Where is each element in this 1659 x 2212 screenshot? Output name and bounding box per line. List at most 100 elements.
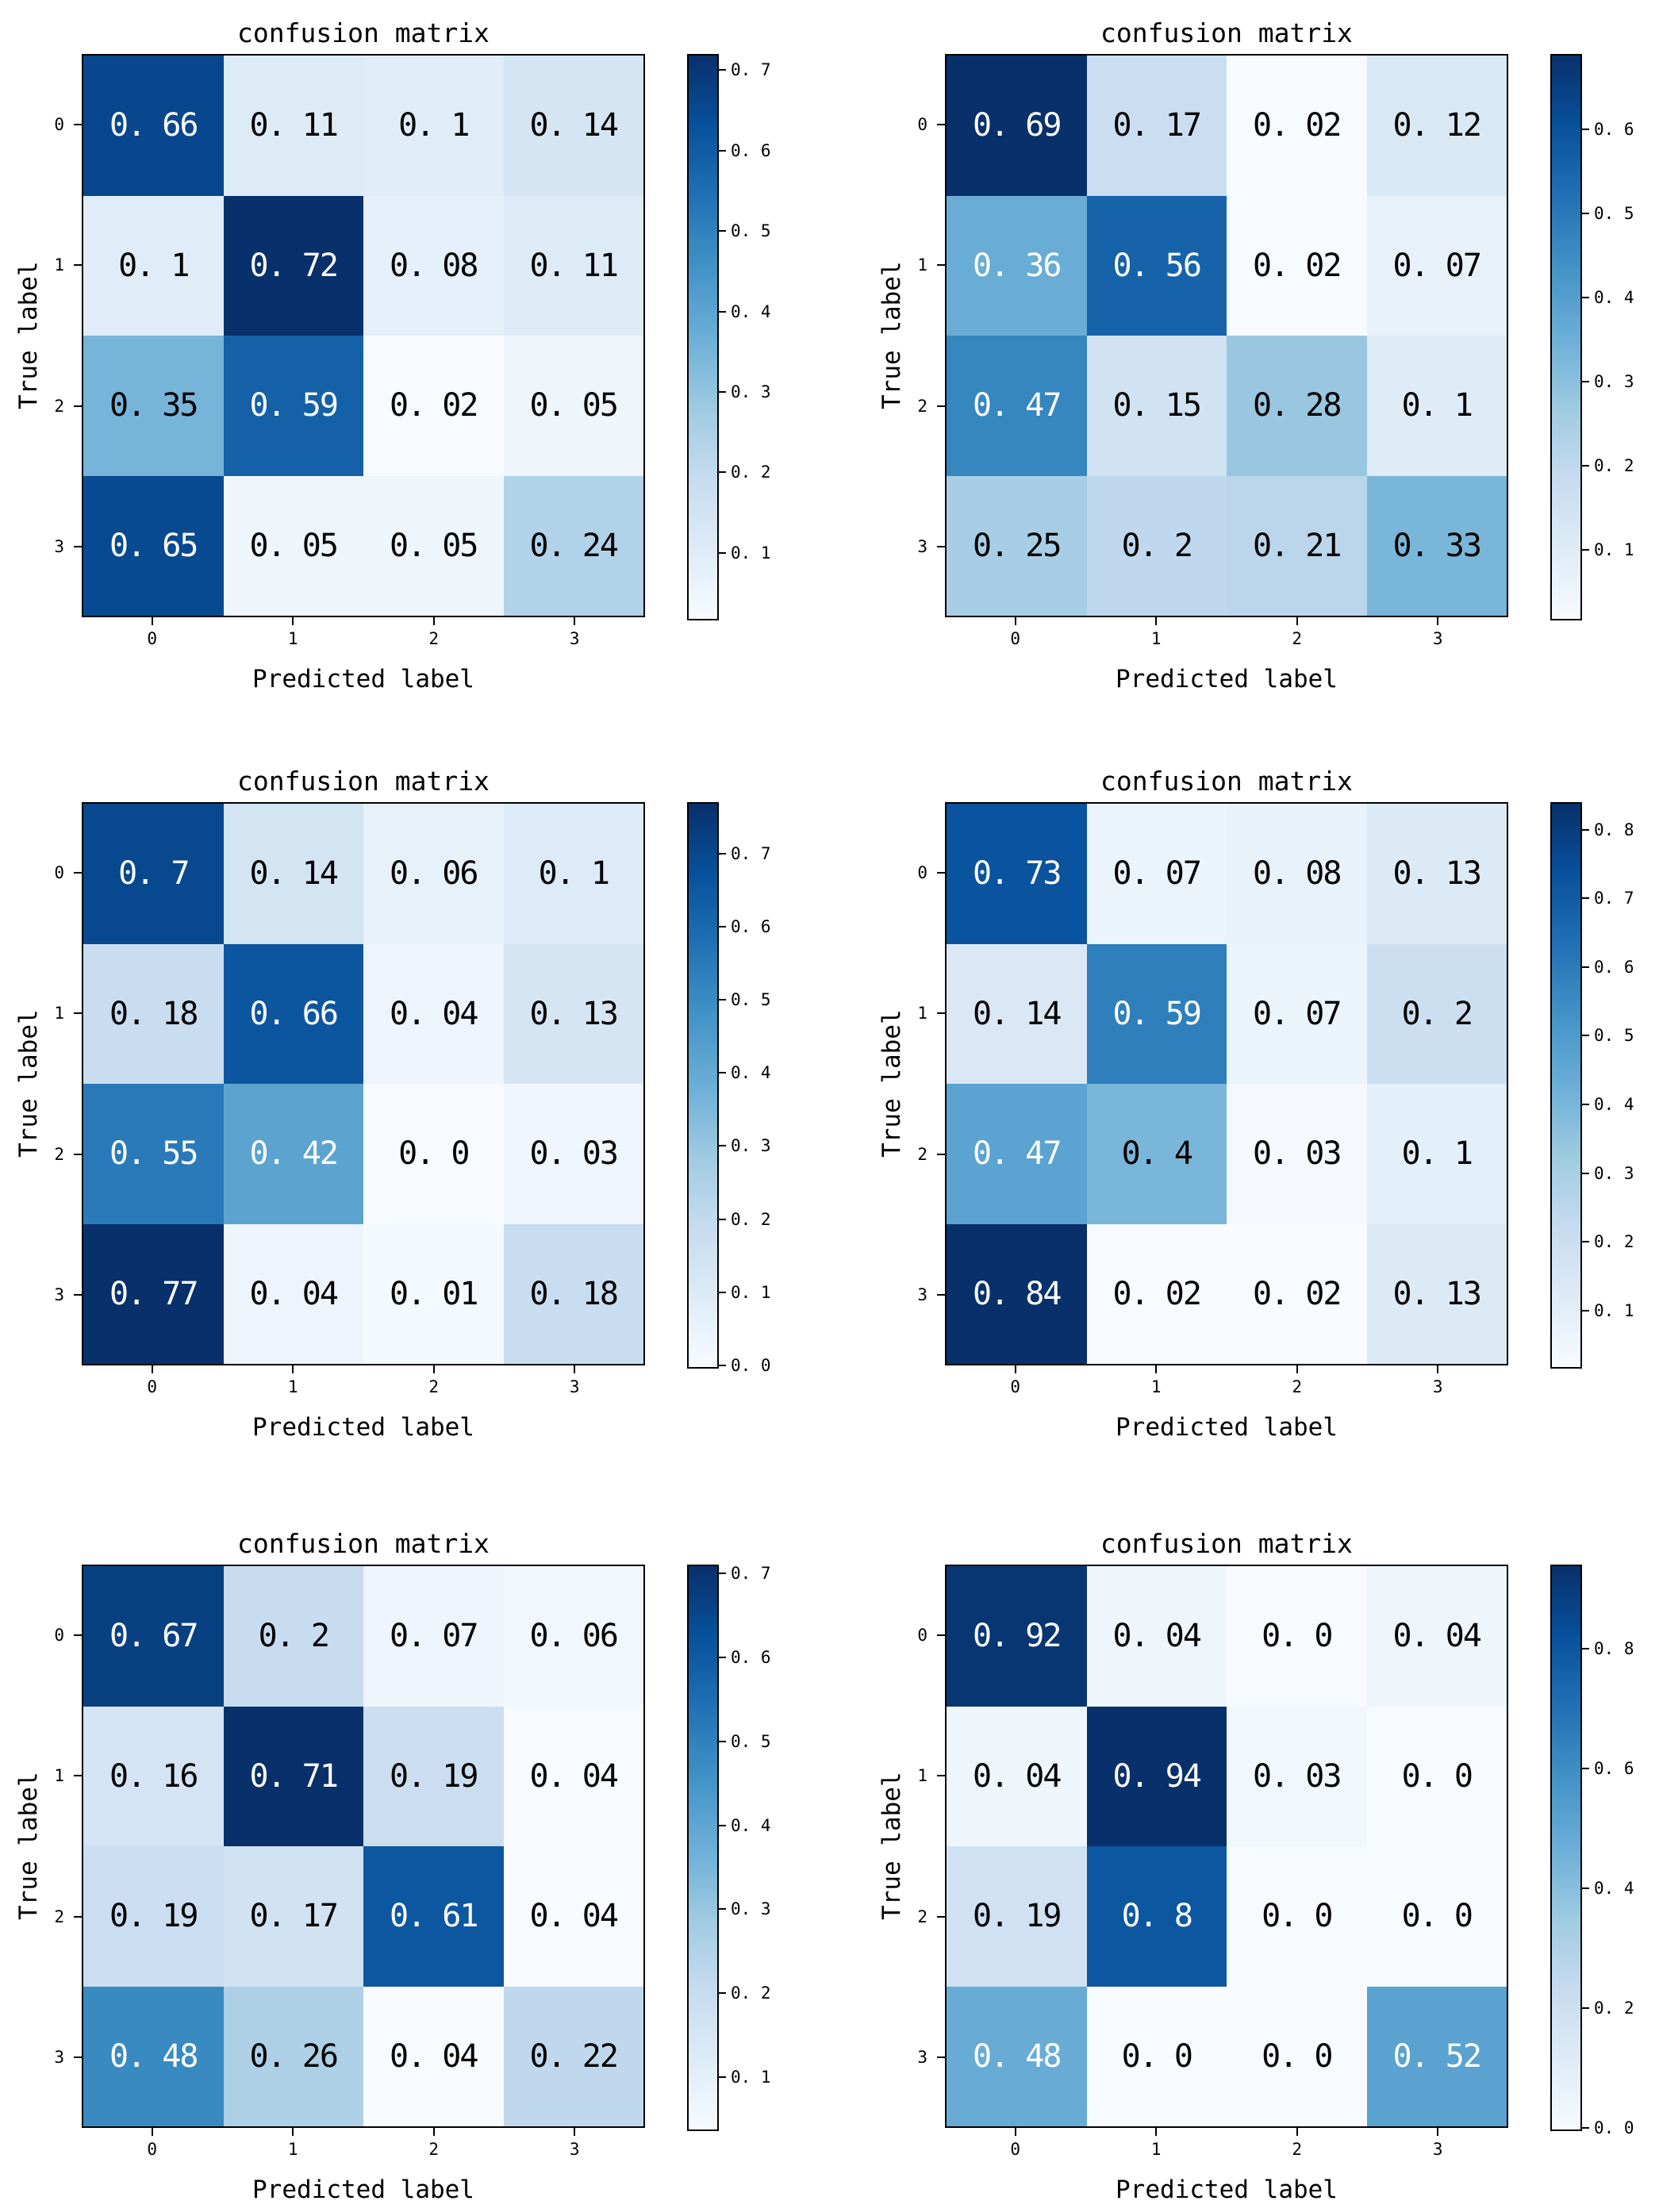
cell-value: 0. 69 [973, 107, 1062, 144]
y-tick-mark [937, 264, 945, 267]
cell-value: 0. 0 [1121, 2037, 1193, 2075]
colorbar-tick-mark [719, 1656, 726, 1658]
cell-value: 0. 1 [398, 107, 470, 144]
x-tick-label: 1 [287, 629, 298, 648]
colorbar-tick-mark [719, 852, 726, 854]
x-tick-mark [574, 1365, 576, 1373]
colorbar-tick-label: 0. 3 [1594, 372, 1634, 392]
heatmap-cell: 0. 02 [363, 336, 504, 476]
cell-value: 0. 92 [973, 1618, 1062, 1655]
y-axis-label: True label [14, 1772, 43, 1921]
x-tick-label: 3 [1432, 2140, 1443, 2159]
cell-value: 0. 59 [1112, 995, 1202, 1032]
x-axis-label: Predicted label [1116, 1413, 1338, 1442]
cell-value: 0. 06 [390, 855, 478, 893]
colorbar-tick-mark [719, 998, 726, 1000]
cell-value: 0. 17 [249, 1898, 339, 1935]
x-tick-mark [1437, 2128, 1439, 2136]
colorbar-tick-label: 0. 6 [731, 140, 771, 160]
x-tick-mark [1437, 1365, 1439, 1373]
heatmap-cell: 0. 28 [1227, 336, 1367, 476]
heatmap-cell: 0. 56 [1086, 195, 1227, 336]
cell-value: 0. 36 [973, 247, 1062, 284]
y-tick-mark [74, 546, 82, 548]
heatmap-cell: 0. 26 [223, 1986, 363, 2126]
colorbar-tick-mark [1582, 213, 1589, 215]
colorbar-tick-label: 0. 6 [731, 916, 771, 936]
chart-title: confusion matrix [237, 17, 490, 48]
cell-value: 0. 02 [390, 387, 478, 424]
x-tick-label: 2 [428, 1377, 440, 1396]
x-tick-label: 3 [569, 1377, 580, 1396]
y-tick-mark [937, 1775, 945, 1777]
y-tick-mark [74, 1153, 82, 1155]
colorbar-tick-mark [719, 230, 726, 232]
cell-value: 0. 07 [390, 1618, 478, 1655]
cell-value: 0. 4 [1121, 1135, 1193, 1173]
y-tick-mark [74, 1012, 82, 1015]
y-tick-label: 0 [917, 1625, 927, 1645]
y-axis-label: True label [14, 261, 43, 410]
heatmap-cell: 0. 42 [223, 1084, 363, 1224]
heatmap-cell: 0. 03 [503, 1084, 643, 1224]
heatmap-cell: 0. 7 [83, 804, 224, 944]
cell-value: 0. 05 [390, 527, 478, 564]
x-tick-label: 2 [1292, 629, 1303, 648]
x-tick-mark [292, 2128, 294, 2136]
colorbar-tick-label: 0. 2 [731, 463, 771, 482]
colorbar-tick-label: 0. 1 [731, 543, 771, 563]
heatmap-cell: 0. 47 [947, 1084, 1087, 1224]
y-tick-label: 0 [54, 1625, 64, 1645]
colorbar-tick-label: 0. 4 [1594, 1094, 1634, 1114]
colorbar-tick-mark [1582, 1035, 1589, 1037]
colorbar-tick-mark [1582, 966, 1589, 968]
heatmap-cell: 0. 1 [1366, 1084, 1507, 1224]
colorbar-tick-mark [1582, 897, 1589, 900]
heatmap-axes: 0. 7 0. 14 0. 06 0. 1 0. 18 0. 66 0. 04 0. 13 0.… [82, 802, 645, 1365]
heatmap-cell: 0. 55 [83, 1084, 224, 1224]
colorbar-tick-mark [719, 1824, 726, 1826]
heatmap-cell: 0. 36 [947, 195, 1087, 336]
confusion-matrix-panel-middle-right: confusion matrix True label 0. 73 0. 07 0.… [829, 748, 1659, 1485]
cell-value: 0. 59 [249, 387, 339, 424]
x-tick-label: 0 [1010, 629, 1021, 648]
cell-value: 0. 02 [1112, 1275, 1202, 1312]
colorbar-tick-label: 0. 6 [731, 1647, 771, 1667]
cell-value: 0. 22 [529, 2037, 619, 2075]
colorbar-tick-label: 0. 8 [1594, 1638, 1634, 1658]
y-tick-mark [937, 871, 945, 874]
y-tick-label: 2 [917, 396, 927, 416]
y-tick-mark [74, 2056, 82, 2059]
y-tick-mark [937, 1915, 945, 1918]
cell-value: 0. 02 [1253, 107, 1342, 144]
confusion-matrix-panel-bottom-right: confusion matrix True label 0. 92 0. 04 0.… [829, 1511, 1659, 2212]
y-tick-mark [937, 123, 945, 125]
heatmap-axes: 0. 69 0. 17 0. 02 0. 12 0. 36 0. 56 0. 02 0. 07… [945, 54, 1508, 617]
y-tick-label: 1 [54, 255, 64, 275]
cell-value: 0. 06 [529, 1618, 619, 1655]
x-tick-mark [432, 1365, 435, 1373]
heatmap-cell: 0. 15 [1086, 336, 1227, 476]
heatmap-cell: 0. 92 [947, 1566, 1087, 1707]
heatmap-cell: 0. 07 [1227, 943, 1367, 1084]
x-tick-label: 1 [1150, 629, 1162, 648]
heatmap-cell: 0. 69 [947, 56, 1087, 196]
cell-value: 0. 1 [1401, 1135, 1473, 1173]
cell-value: 0. 73 [973, 855, 1062, 893]
colorbar-tick-mark [1582, 1172, 1589, 1174]
cell-value: 0. 52 [1392, 2037, 1482, 2075]
heatmap-cell: 0. 47 [947, 336, 1087, 476]
colorbar [687, 802, 719, 1369]
y-tick-mark [74, 1294, 82, 1296]
colorbar-tick-mark [1582, 828, 1589, 831]
colorbar-tick-mark [719, 1218, 726, 1220]
y-tick-mark [937, 1634, 945, 1636]
colorbar-tick-label: 0. 7 [731, 1563, 771, 1583]
cell-value: 0. 15 [1112, 387, 1202, 424]
colorbar-tick-mark [719, 310, 726, 313]
colorbar-tick-mark [719, 1740, 726, 1742]
colorbar-tick-mark [1582, 297, 1589, 299]
heatmap-cell: 0. 02 [1227, 1223, 1367, 1364]
y-axis-label: True label [878, 1772, 906, 1921]
cell-value: 0. 03 [1253, 1135, 1342, 1173]
